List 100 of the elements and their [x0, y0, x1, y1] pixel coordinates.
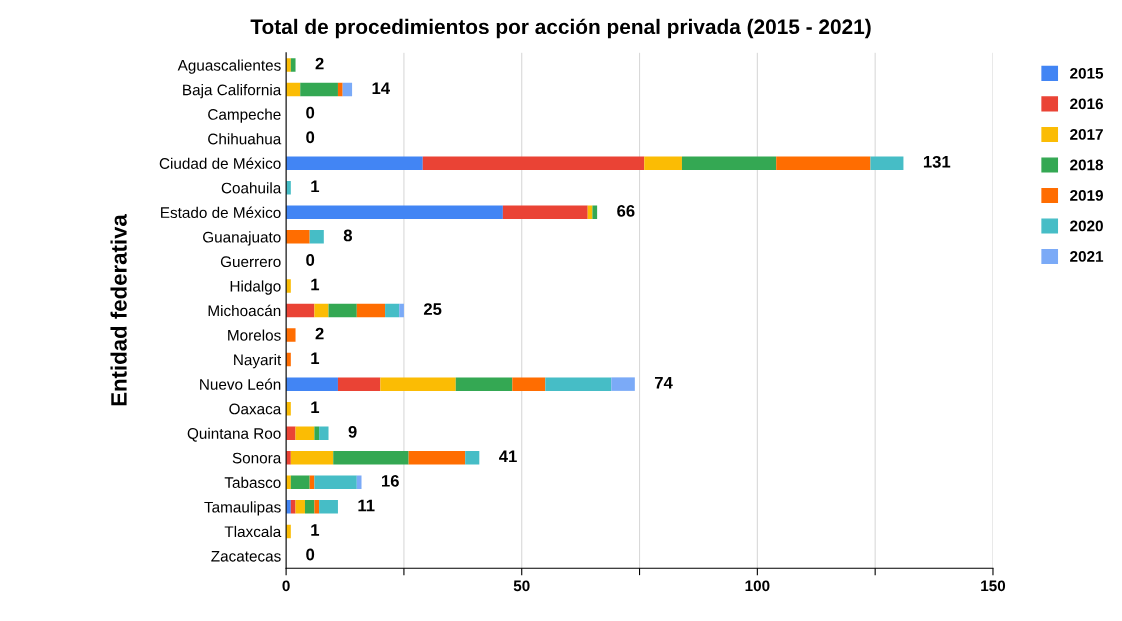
y-tick-label: Campeche — [208, 108, 281, 123]
bar — [286, 377, 338, 391]
total-label: 1 — [311, 524, 320, 536]
chart-title: Total de procedimientos por acción penal privada (2015 - 2021) — [250, 18, 871, 39]
total-label: 9 — [348, 425, 357, 438]
y-tick-label: Aguascalientes — [177, 59, 281, 74]
y-axis-title: Entidad federativa — [110, 214, 127, 406]
total-label: 1 — [311, 278, 320, 291]
bar — [286, 156, 423, 170]
bar — [455, 377, 513, 391]
bar — [300, 82, 338, 97]
x-tick-label: 0 — [282, 580, 290, 592]
total-label: 1 — [311, 401, 320, 413]
bar — [286, 426, 296, 440]
bar — [342, 82, 353, 97]
total-label: 2 — [315, 57, 324, 70]
bar — [286, 230, 310, 244]
x-tick-label: 100 — [745, 580, 770, 592]
y-tick-label: Hidalgo — [230, 280, 281, 295]
bar — [399, 303, 404, 318]
total-label: 8 — [343, 229, 353, 242]
total-label: 131 — [923, 155, 951, 168]
y-tick-label: Baja California — [183, 84, 282, 99]
legend-label: 2020 — [1070, 220, 1103, 232]
legend-label: 2021 — [1070, 251, 1104, 262]
legend-label: 2018 — [1070, 159, 1104, 171]
bar — [290, 500, 296, 514]
y-tick-label: Estado de México — [161, 206, 281, 219]
legend-label: 2017 — [1070, 128, 1103, 140]
bar — [295, 426, 315, 440]
bar — [356, 303, 386, 318]
total-label: 66 — [617, 204, 635, 217]
bar — [337, 82, 343, 97]
bar — [290, 58, 296, 72]
x-tick-label: 150 — [981, 580, 1006, 592]
bar — [295, 500, 305, 514]
y-tick-label: Ciudad de México — [159, 157, 281, 169]
total-label: 74 — [654, 376, 673, 389]
total-label: 1 — [311, 180, 320, 193]
bar — [385, 303, 400, 318]
bar — [309, 230, 324, 244]
total-label: 11 — [358, 499, 375, 512]
y-tick-label: Tamaulipas — [204, 501, 281, 516]
total-label: 0 — [306, 106, 315, 119]
y-tick-label: Oaxaca — [229, 403, 282, 415]
y-tick-label: Sonora — [232, 452, 282, 464]
total-label: 25 — [423, 303, 442, 315]
bar — [333, 451, 409, 465]
bar — [304, 500, 315, 514]
y-tick-label: Nuevo León — [200, 378, 281, 390]
y-tick-label: Morelos — [228, 329, 281, 341]
y-tick-label: Quintana Roo — [187, 427, 281, 442]
total-label: 16 — [382, 474, 399, 487]
bar — [314, 426, 320, 440]
legend-label: 2016 — [1070, 98, 1103, 110]
y-tick-label: Guanajuato — [203, 231, 281, 246]
x-tick-label: 50 — [513, 580, 530, 592]
bar — [319, 500, 338, 514]
bar — [870, 156, 904, 170]
bar — [502, 205, 588, 220]
bar — [408, 451, 466, 465]
total-label: 41 — [499, 450, 517, 463]
y-tick-label: Tlaxcala — [224, 525, 282, 538]
total-label: 0 — [306, 254, 315, 266]
total-label: 14 — [372, 82, 390, 94]
bar — [512, 377, 546, 391]
y-tick-label: Tabasco — [224, 476, 281, 488]
bar — [356, 475, 362, 490]
total-label: 0 — [306, 548, 315, 561]
bar — [465, 451, 480, 465]
legend-label: 2015 — [1070, 67, 1104, 79]
bar — [337, 377, 381, 391]
bar — [328, 303, 357, 318]
total-label: 0 — [306, 131, 315, 144]
bar — [290, 475, 310, 490]
bar — [286, 303, 315, 318]
bar — [380, 377, 456, 391]
y-tick-label: Guerrero — [220, 256, 281, 268]
bar — [290, 451, 334, 465]
total-label: 1 — [311, 352, 320, 364]
bar — [319, 426, 329, 440]
y-tick-label: Nayarit — [234, 354, 282, 369]
y-tick-label: Michoacán — [208, 304, 281, 317]
y-tick-label: Zacatecas — [211, 550, 281, 562]
y-tick-label: Chihuahua — [208, 133, 282, 145]
bar — [314, 475, 357, 490]
bar — [644, 156, 682, 170]
bar — [545, 377, 612, 391]
total-label: 2 — [315, 327, 324, 340]
legend-label: 2019 — [1070, 190, 1103, 201]
bar — [286, 205, 503, 220]
bar — [776, 156, 871, 170]
bar — [314, 303, 329, 318]
y-tick-label: Coahuila — [221, 182, 282, 194]
bar — [422, 156, 645, 170]
bar — [314, 500, 320, 514]
bar — [681, 156, 777, 170]
bar — [611, 377, 635, 391]
bar — [286, 328, 296, 342]
bar — [592, 205, 598, 220]
